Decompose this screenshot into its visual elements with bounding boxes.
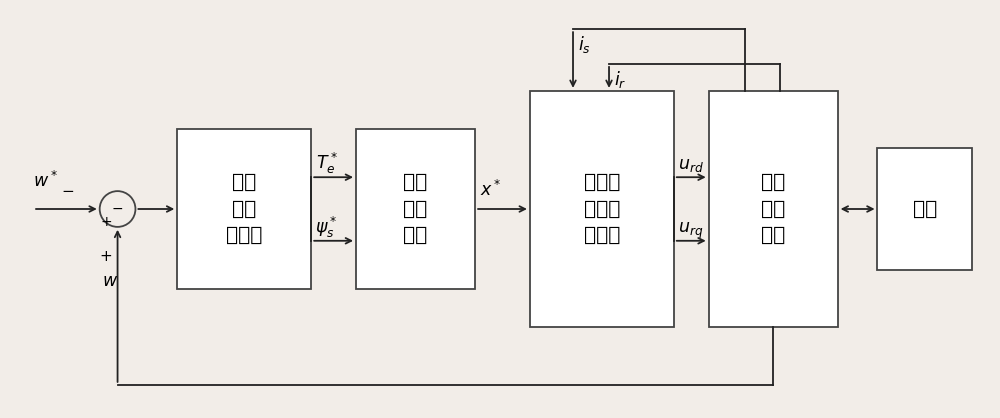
Text: $+$: $+$ — [100, 214, 112, 229]
Text: $u_{rq}$: $u_{rq}$ — [678, 221, 703, 241]
Bar — [356, 129, 475, 289]
Text: 积分
滑模
控制器: 积分 滑模 控制器 — [226, 173, 262, 245]
Text: $+$: $+$ — [99, 249, 112, 264]
Text: $\psi_s^*$: $\psi_s^*$ — [315, 215, 338, 240]
Text: $T_e^*$: $T_e^*$ — [316, 151, 338, 176]
Text: $i_s$: $i_s$ — [578, 34, 591, 55]
Text: 电网: 电网 — [913, 199, 937, 219]
Bar — [530, 91, 674, 327]
Text: $-$: $-$ — [61, 182, 74, 197]
Text: $w$: $w$ — [102, 272, 119, 290]
Text: 双馈
风电
系统: 双馈 风电 系统 — [761, 173, 785, 245]
Bar — [709, 91, 838, 327]
Text: 电流反
馈无源
控制器: 电流反 馈无源 控制器 — [584, 173, 620, 245]
Text: $-$: $-$ — [111, 201, 123, 215]
Text: $x^*$: $x^*$ — [480, 180, 502, 200]
Text: $i_r$: $i_r$ — [614, 69, 626, 90]
Bar — [177, 129, 311, 289]
Text: $u_{rd}$: $u_{rd}$ — [678, 156, 704, 174]
Bar — [877, 148, 972, 270]
Text: $w^*$: $w^*$ — [33, 171, 58, 191]
Text: 电流
期望
计算: 电流 期望 计算 — [403, 173, 428, 245]
